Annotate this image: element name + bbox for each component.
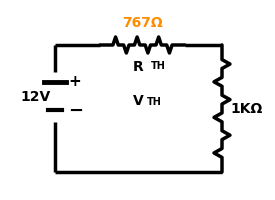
Text: 12V: 12V [21,90,51,103]
Text: TH: TH [150,61,165,71]
Text: +: + [68,74,81,89]
Text: TH: TH [147,97,161,106]
Text: V: V [133,94,143,107]
Text: −: − [68,101,83,119]
Text: 1KΩ: 1KΩ [230,102,262,116]
Text: R: R [133,60,144,74]
Text: 767Ω: 767Ω [122,16,163,30]
